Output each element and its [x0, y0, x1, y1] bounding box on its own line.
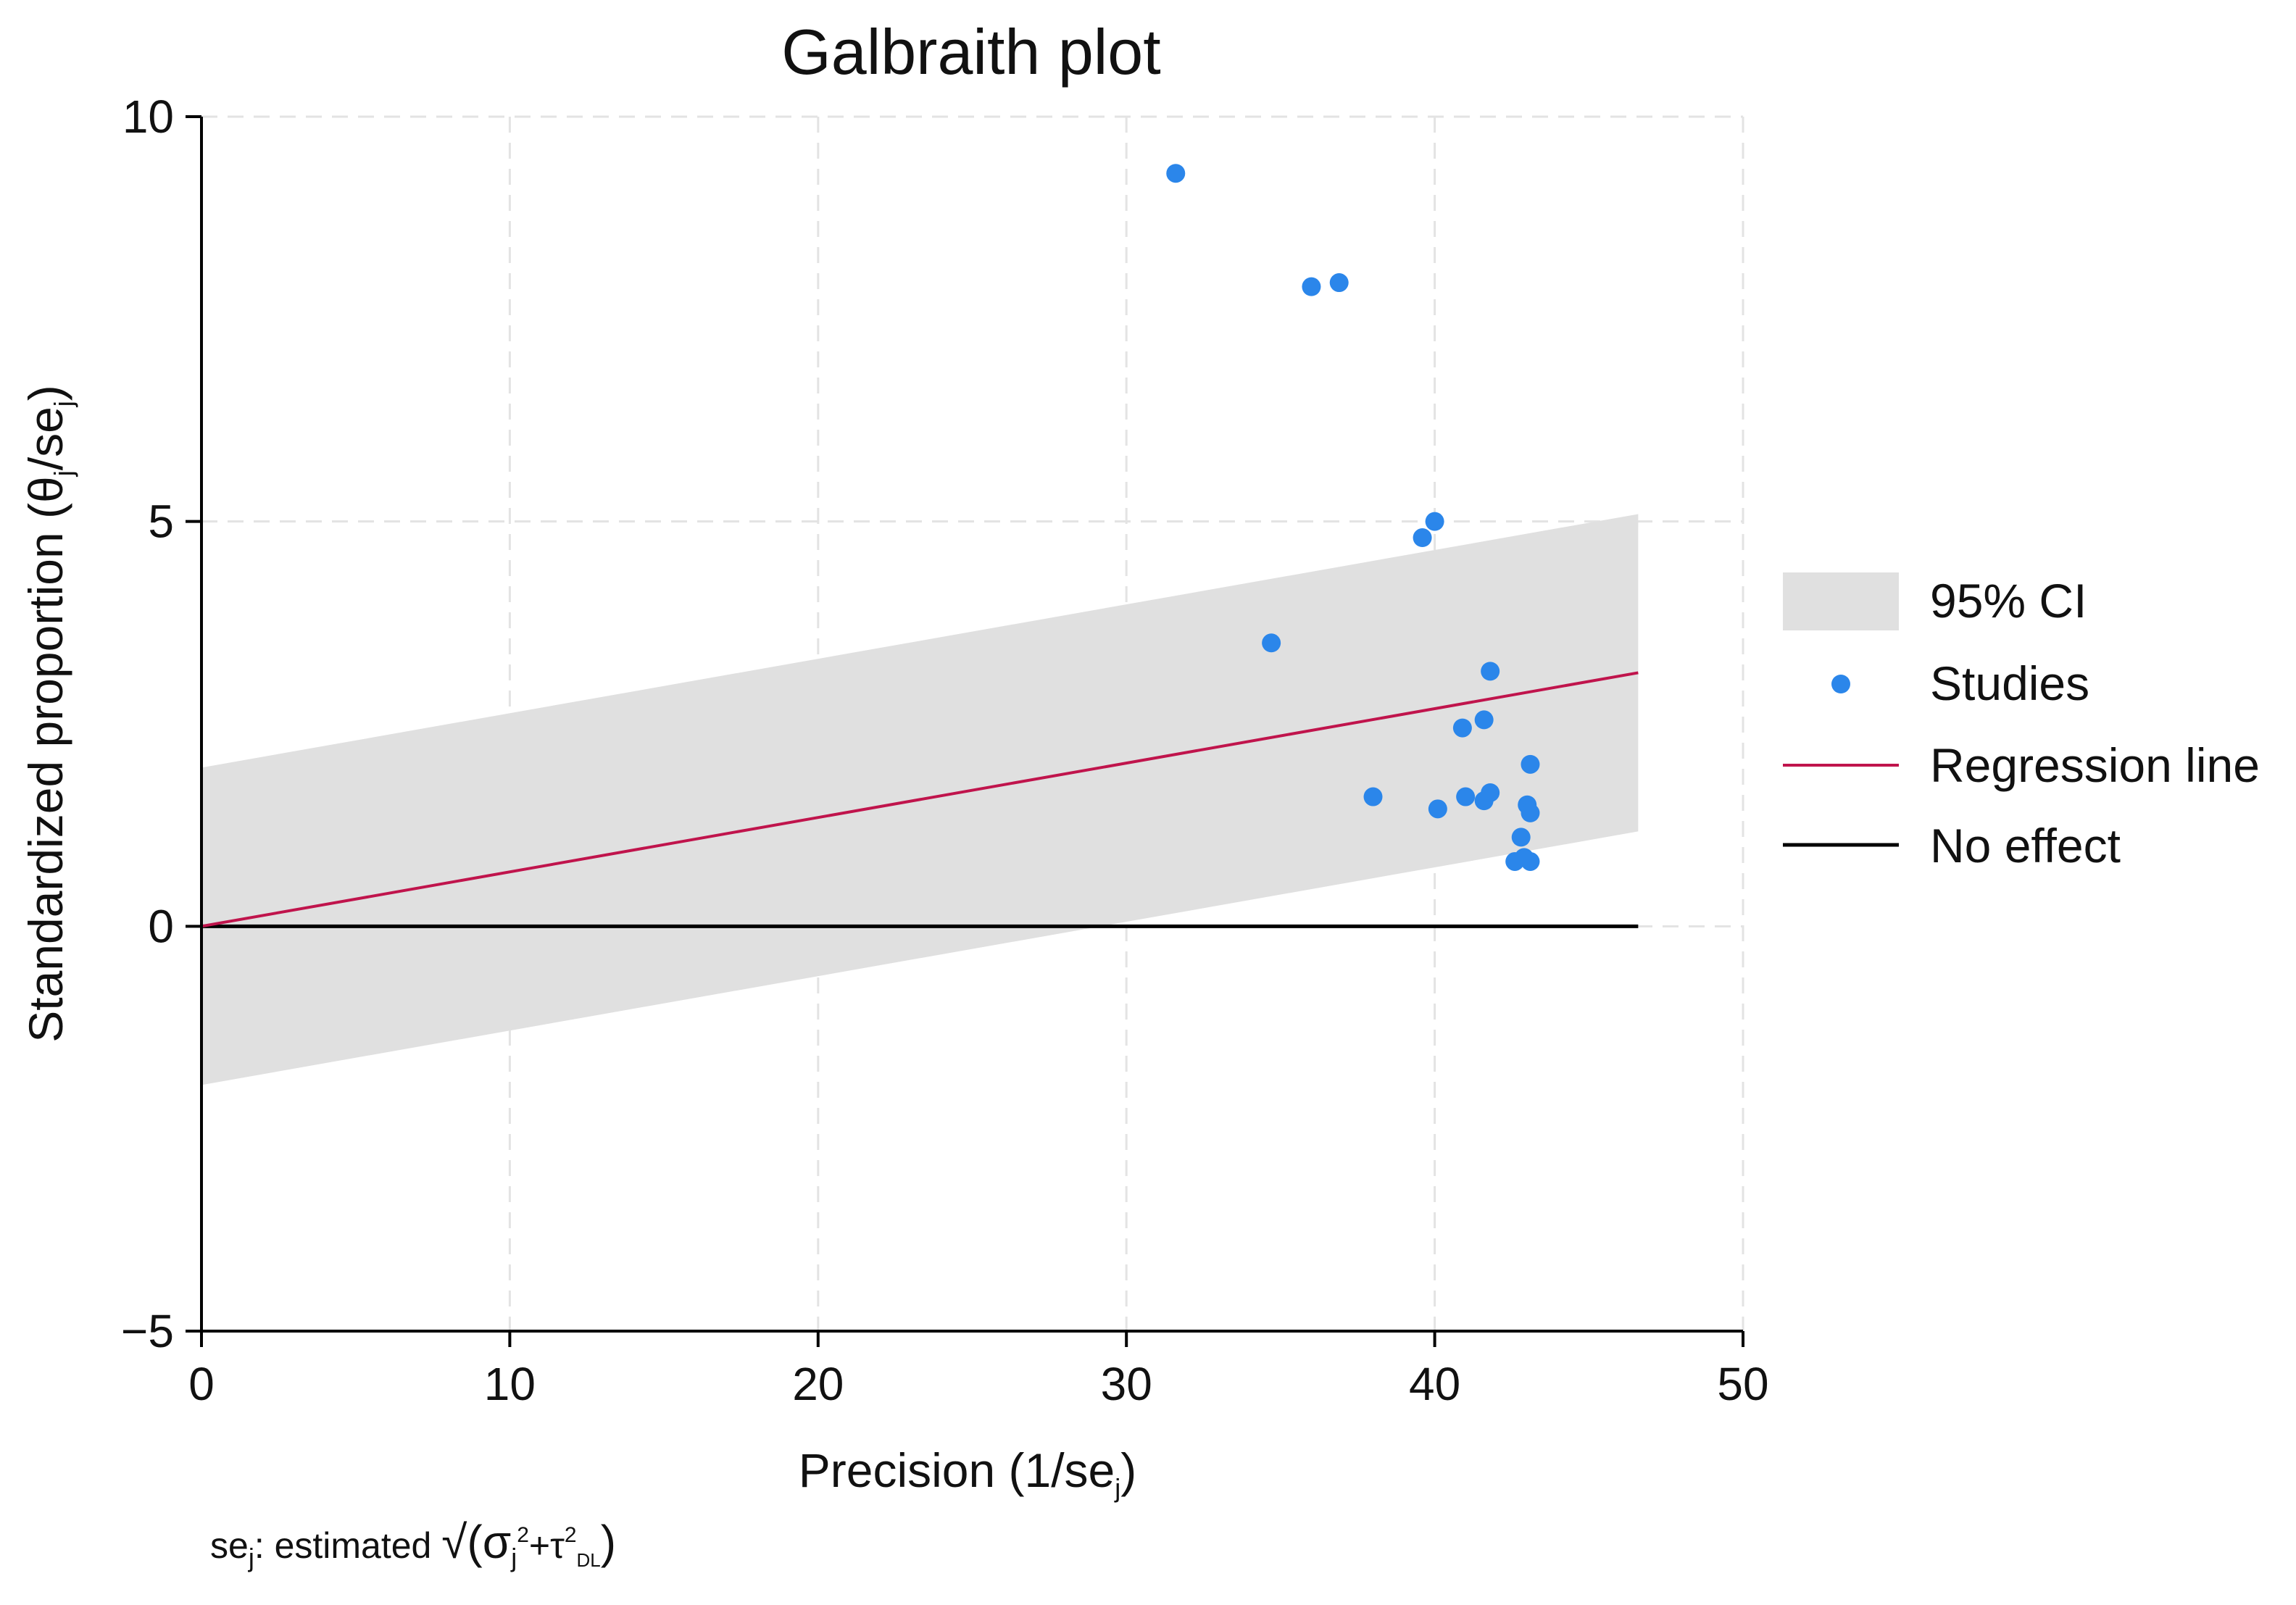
study-point [1428, 799, 1447, 819]
study-point [1521, 754, 1540, 774]
legend-label-ci: 95% CI [1930, 574, 2087, 628]
legend: 95% CI Studies Regression line No effect [1783, 572, 2260, 872]
study-point [1481, 783, 1500, 802]
legend-label-no-effect: No effect [1930, 819, 2121, 872]
x-tick-label: 20 [792, 1358, 844, 1410]
study-point [1511, 827, 1531, 847]
study-point [1456, 787, 1476, 806]
x-tick-label: 0 [188, 1358, 215, 1410]
x-tick-label: 50 [1717, 1358, 1768, 1410]
x-tick-label: 10 [484, 1358, 536, 1410]
y-axis-label: Standardized proportion (θj/sej) [19, 385, 78, 1043]
legend-label-studies: Studies [1930, 656, 2089, 710]
y-tick-label: −5 [121, 1305, 174, 1357]
chart-title: Galbraith plot [781, 16, 1160, 88]
tick-labels: 0 10 20 30 40 50 −5 0 5 10 [121, 91, 1769, 1410]
y-tick-label: 5 [148, 496, 174, 548]
study-point [1474, 710, 1494, 730]
axes [200, 117, 1743, 1333]
study-point [1262, 633, 1281, 653]
study-point [1514, 848, 1534, 867]
study-point [1302, 277, 1321, 296]
study-point [1413, 528, 1432, 548]
study-point [1481, 662, 1500, 681]
regression-line [201, 671, 1639, 928]
x-tick-label: 30 [1101, 1358, 1152, 1410]
study-point [1452, 718, 1472, 738]
study-point [1329, 273, 1349, 293]
study-point [1363, 787, 1383, 806]
legend-label-regression: Regression line [1930, 738, 2260, 792]
study-point [1166, 164, 1186, 183]
y-tick-label: 10 [122, 91, 174, 143]
footnote: sej: estimated √(σj2+τ2DL) [210, 1516, 616, 1572]
y-tick-label: 0 [148, 900, 174, 952]
study-point [1425, 512, 1444, 531]
study-points [1166, 164, 1540, 871]
legend-swatch-ci [1783, 572, 1899, 630]
x-tick-label: 40 [1409, 1358, 1460, 1410]
x-axis-label: Precision (1/sej) [799, 1443, 1137, 1503]
study-point [1521, 803, 1540, 822]
legend-swatch-studies [1831, 675, 1850, 693]
